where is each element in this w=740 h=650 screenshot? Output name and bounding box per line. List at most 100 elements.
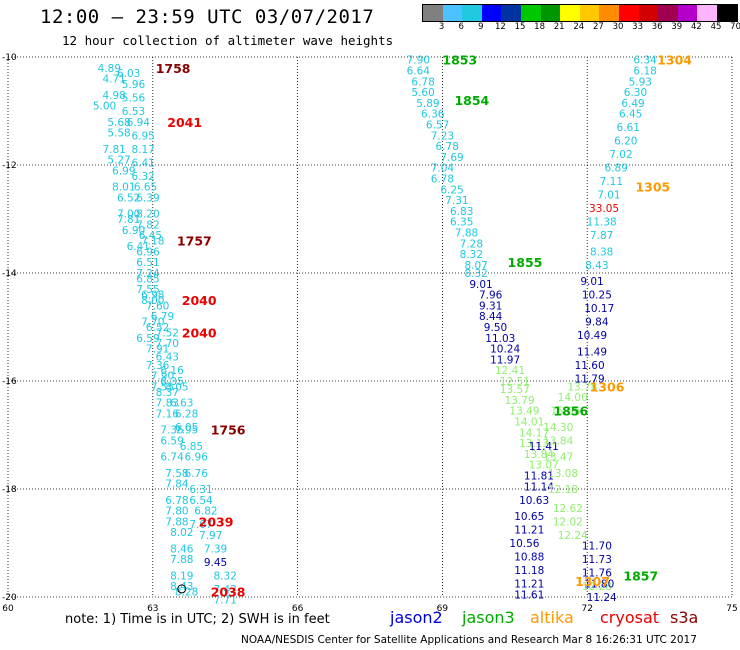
data-point-label: 8.02 xyxy=(170,527,193,539)
y-tick-label: -14 xyxy=(2,269,17,279)
time-label: 1306 xyxy=(590,379,625,394)
data-point-label: 7.00 xyxy=(117,209,140,221)
data-point-label: 8.32 xyxy=(464,268,487,280)
data-point-label: 8.43 xyxy=(585,260,608,272)
scale-tick-label: 15 xyxy=(514,22,526,32)
data-point-label: 7.81 xyxy=(117,214,140,226)
data-point-label: 7.23 xyxy=(431,130,454,142)
data-point-label: 6.18 xyxy=(633,66,656,78)
data-point-label: 14.30 xyxy=(543,422,573,434)
data-point-label: 7.28 xyxy=(460,238,483,250)
time-label: 1305 xyxy=(635,180,670,195)
x-tick-label: 60 xyxy=(2,604,14,614)
data-point-label: 7.58 xyxy=(165,468,188,480)
y-tick-label: -16 xyxy=(2,377,17,387)
data-point-label: 7.70 xyxy=(141,317,164,329)
data-point-label: 7.11 xyxy=(600,176,623,188)
scale-tick-label: 9 xyxy=(478,22,484,32)
footer-note: note: 1) Time is in UTC; 2) SWH is in fe… xyxy=(65,612,330,627)
data-point-label: 13.57 xyxy=(500,384,530,396)
data-point-label: 9.31 xyxy=(479,300,502,312)
data-point-label: 7.87 xyxy=(590,230,613,242)
data-point-label: 6.64 xyxy=(407,66,431,78)
data-point-label: 6.36 xyxy=(421,109,445,121)
scale-tick-label: 24 xyxy=(573,22,585,32)
data-point-label: 4.71 xyxy=(102,74,125,86)
time-label: 2040 xyxy=(182,293,217,308)
data-point-label: 11.21 xyxy=(514,579,544,591)
data-point-label: 5.56 xyxy=(122,93,146,105)
data-point-label: 6.28 xyxy=(175,408,198,420)
scale-tick-label: 6 xyxy=(458,22,464,32)
data-point-label: 5.58 xyxy=(107,128,130,140)
data-point-label: 14.00 xyxy=(558,392,588,404)
data-point-label: 10.17 xyxy=(584,303,614,315)
x-tick-label: 66 xyxy=(292,604,304,614)
data-point-label: 6.78 xyxy=(411,76,434,88)
data-point-label: 6.32 xyxy=(131,171,154,183)
scale-color-box xyxy=(540,5,561,21)
data-point-label: 6.83 xyxy=(450,206,473,218)
data-point-label: 6.51 xyxy=(136,257,159,269)
data-point-label: 6.96 xyxy=(136,246,160,258)
data-point-label: 7.91 xyxy=(146,344,169,356)
time-label: 1853 xyxy=(442,53,477,68)
x-tick-label: 63 xyxy=(147,604,158,614)
scale-tick-label: 27 xyxy=(592,22,604,32)
data-point-label: 7.84 xyxy=(165,479,189,491)
data-point-label: 8.01 xyxy=(112,182,135,194)
data-point-label: 6.52 xyxy=(146,322,169,334)
data-point-label: 9.50 xyxy=(484,322,507,334)
scale-tick-label: 18 xyxy=(534,22,546,32)
satellite-legend-item: cryosat xyxy=(600,608,660,627)
time-label: 2041 xyxy=(167,115,202,130)
data-point-label: 6.45 xyxy=(139,230,162,242)
data-point-label: 12.41 xyxy=(495,365,525,377)
time-label: 1758 xyxy=(156,61,191,76)
chart-title: 12:00 – 23:59 UTC 03/07/2017 xyxy=(40,6,375,28)
data-point-label: 6.85 xyxy=(180,441,203,453)
scale-tick-label: 36 xyxy=(651,22,663,32)
data-point-label: 14.01 xyxy=(514,417,544,429)
data-point-label: 11.41 xyxy=(529,441,559,453)
scale-color-box xyxy=(423,5,443,21)
time-label: 2038 xyxy=(211,585,246,600)
data-point-label: 13.08 xyxy=(548,468,578,480)
data-point-label: 6.78 xyxy=(436,141,459,153)
data-point-label: 8.43 xyxy=(170,581,193,593)
data-point-label: 8.32 xyxy=(460,249,483,261)
data-point-label: 6.54 xyxy=(189,495,213,507)
scale-color-box xyxy=(442,5,463,21)
data-point-label: 6.41 xyxy=(127,241,150,253)
data-point-label: 10.88 xyxy=(514,552,544,564)
scale-color-box xyxy=(579,5,600,21)
data-point-label: 11.14 xyxy=(524,481,554,493)
data-point-label: 4.89 xyxy=(98,63,121,75)
data-point-label: 10.25 xyxy=(582,290,612,302)
time-label: 1307 xyxy=(575,574,610,589)
data-point-label: 7.81 xyxy=(102,144,125,156)
data-point-label: 6.34 xyxy=(633,55,657,67)
scale-color-box xyxy=(599,5,619,21)
data-point-label: 14.17 xyxy=(519,427,549,439)
scale-tick-label: 70 xyxy=(730,22,740,32)
time-label: 1304 xyxy=(657,53,692,68)
data-point-label: 6.95 xyxy=(131,130,154,142)
scale-color-box xyxy=(716,5,737,21)
data-point-label: 7.55 xyxy=(151,381,174,393)
data-point-label: 4.98 xyxy=(102,90,125,102)
scale-color-box xyxy=(658,5,678,21)
data-point-label: 6.61 xyxy=(617,122,640,134)
data-point-label: 7.52 xyxy=(156,327,179,339)
data-point-label: 15.06 xyxy=(550,406,580,418)
data-point-label: 8.28 xyxy=(175,587,198,599)
x-tick-label: 75 xyxy=(726,604,737,614)
data-point-label: 6.74 xyxy=(160,452,184,464)
data-point-label: 12.28 xyxy=(582,581,612,593)
data-point-label: 11.18 xyxy=(514,565,544,577)
data-point-label: 8.32 xyxy=(214,570,237,582)
data-point-label: 8.38 xyxy=(590,246,613,258)
data-point-label: 7.01 xyxy=(597,190,620,202)
data-point-label: 13.07 xyxy=(529,460,559,472)
data-point-label: 6.57 xyxy=(426,120,449,132)
